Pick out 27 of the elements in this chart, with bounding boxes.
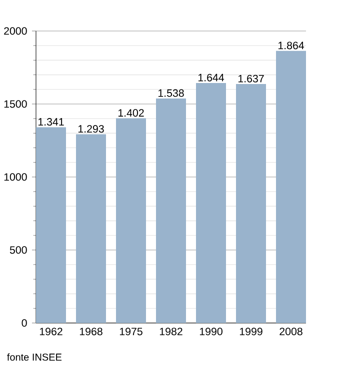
data-label: 1.538 [158, 89, 184, 97]
data-label: 1.402 [118, 109, 144, 117]
data-label: 1.864 [278, 42, 304, 50]
x-tick-label: 1975 [120, 328, 142, 336]
x-tick-label: 1962 [40, 328, 62, 336]
data-label: 1.293 [78, 125, 104, 133]
bar [116, 118, 146, 323]
x-tick-label: 1990 [200, 328, 222, 336]
x-tick-label: 1999 [240, 328, 262, 336]
y-tick-label: 2000 [4, 27, 27, 35]
x-tick-label: 2008 [280, 328, 302, 336]
data-label: 1.341 [38, 118, 64, 126]
data-label: 1.637 [238, 74, 264, 82]
bar [196, 82, 226, 323]
x-tick-label: 1982 [160, 328, 182, 336]
source-note: fonte INSEE [7, 353, 62, 361]
y-tick-label: 1000 [4, 173, 27, 181]
bar [236, 84, 266, 323]
x-tick-label: 1968 [80, 328, 102, 336]
y-tick-label: 0 [22, 319, 27, 327]
data-label: 1.644 [198, 74, 224, 82]
bar [276, 50, 306, 323]
y-tick-label: 500 [10, 246, 27, 254]
bar [156, 98, 186, 323]
bar [36, 127, 66, 323]
y-tick-label: 1500 [4, 100, 27, 108]
bar [76, 134, 106, 323]
